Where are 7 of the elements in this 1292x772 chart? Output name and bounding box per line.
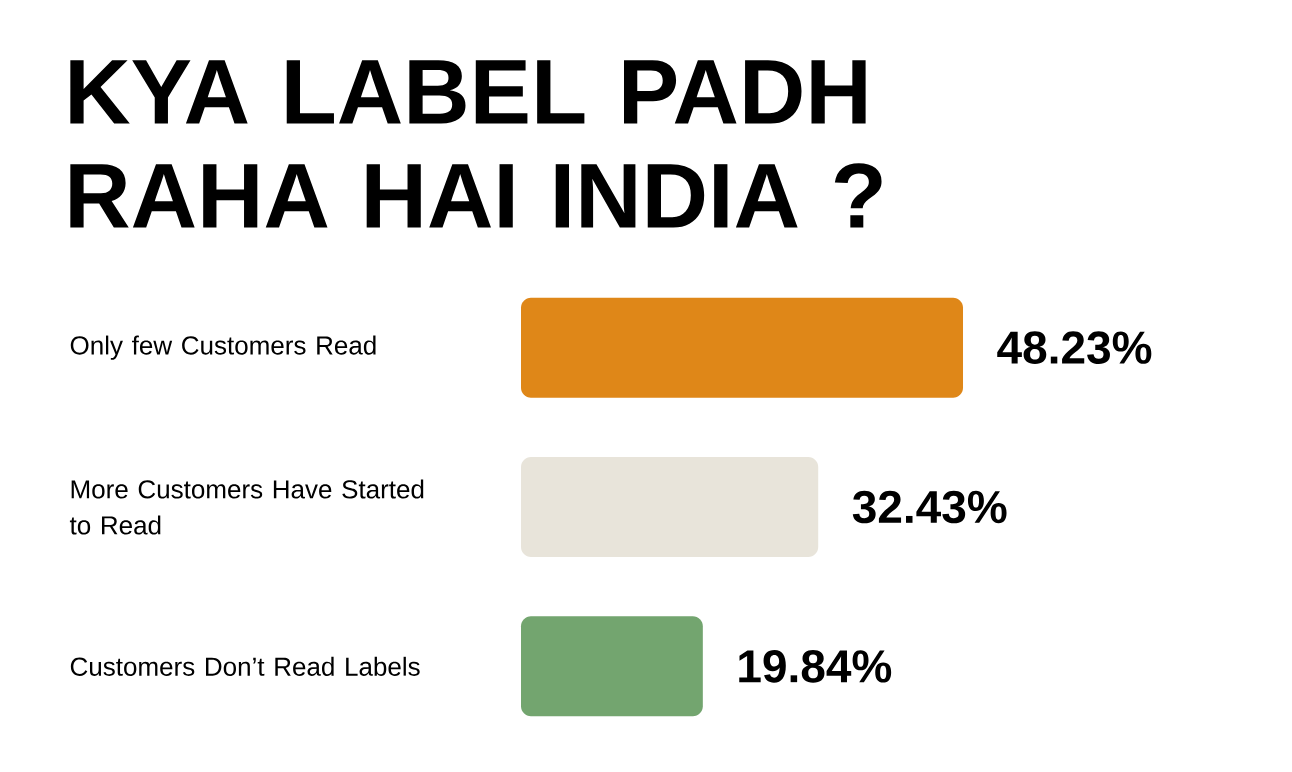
y-tick-label: More Customers Have Started to Read — [69, 479, 424, 535]
data-label: 32.43% — [852, 490, 1007, 524]
y-tick-label: Customers Don’t Read Labels — [70, 656, 420, 676]
y-tick-label: Only few Customers Read — [70, 335, 376, 360]
chart-title: KYA LABEL PADH RAHA HAI INDIA ? — [70, 60, 882, 228]
data-label: 19.84% — [739, 650, 892, 683]
data-label: 48.23% — [997, 331, 1152, 364]
